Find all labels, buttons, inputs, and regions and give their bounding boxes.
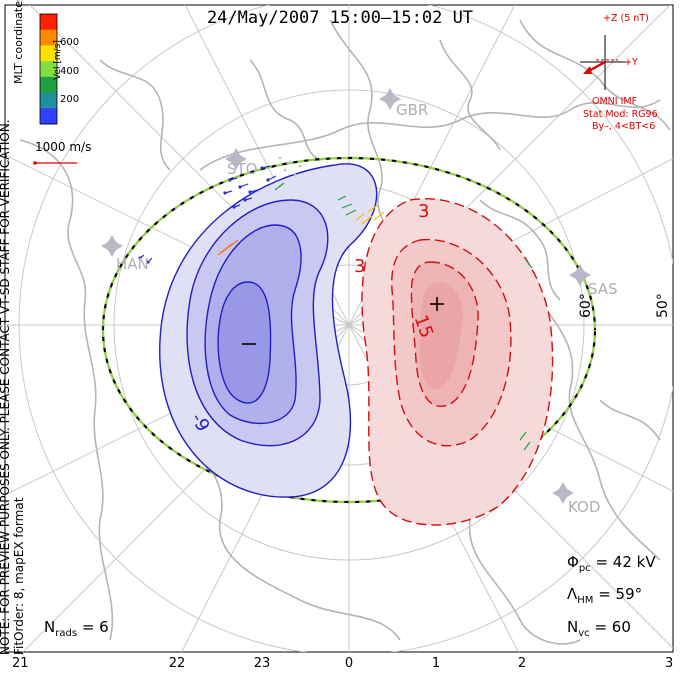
latitude-label-60: 60° bbox=[578, 293, 594, 318]
site-marker-kod bbox=[552, 482, 574, 504]
color-bar-swatch bbox=[40, 45, 57, 62]
imf-z-label: +Z (5 nT) bbox=[603, 13, 649, 24]
potential-max-marker bbox=[430, 297, 444, 311]
radar-site-markers bbox=[101, 88, 591, 504]
latitude-label-50: 50° bbox=[655, 293, 671, 318]
color-bar-border bbox=[39, 13, 58, 125]
site-marker-gbr bbox=[379, 88, 401, 110]
site-marker-han bbox=[101, 235, 123, 257]
imf-y-label: +Y bbox=[624, 57, 638, 68]
color-bar-tick-600: 600 bbox=[60, 37, 80, 48]
velocity-vectors bbox=[138, 156, 533, 451]
color-bar-swatch bbox=[40, 108, 57, 125]
imf-stat-mod: Stat Mod: RG96 bbox=[583, 109, 658, 120]
color-bar-tick-400: 400 bbox=[60, 66, 80, 77]
preview-note: NOTE: FOR PREVIEW PURPOSES ONLY. PLEASE … bbox=[0, 119, 12, 655]
stat-hmb-latitude: ΛHM = 59° bbox=[567, 585, 643, 606]
velocity-color-bar bbox=[39, 13, 58, 125]
fit-order-note: FitOrder: 8, mapEX format bbox=[12, 497, 26, 655]
stat-radar-count: Nrads = 6 bbox=[44, 618, 109, 639]
mlt-tick-0: 0 bbox=[344, 656, 354, 671]
color-bar-tick-200: 200 bbox=[60, 94, 80, 105]
color-bar-swatch bbox=[40, 76, 57, 94]
negative-cell bbox=[159, 163, 378, 498]
site-label-han: HAN bbox=[116, 255, 149, 273]
contour-label-pos-outer: 3 bbox=[418, 201, 430, 222]
mlt-tick-22: 22 bbox=[168, 656, 186, 671]
positive-cell bbox=[361, 198, 554, 526]
vector-scale-label: 1000 m/s bbox=[35, 140, 92, 154]
map-title: 24/May/2007 15:00–15:02 UT bbox=[206, 8, 474, 28]
site-marker-sto bbox=[225, 148, 247, 170]
mlt-tick-3: 3 bbox=[665, 656, 674, 671]
site-marker-sas bbox=[569, 264, 591, 286]
site-label-gbr: GBR bbox=[396, 101, 429, 119]
color-bar-swatch bbox=[40, 14, 57, 31]
site-label-sas: SAS bbox=[588, 280, 618, 298]
mlt-coordinates-note: MLT coordinates bbox=[12, 0, 25, 84]
mlt-tick-21: 21 bbox=[12, 656, 29, 671]
color-bar-swatch bbox=[40, 92, 57, 109]
color-bar-swatch bbox=[40, 29, 57, 46]
imf-dial bbox=[580, 35, 630, 90]
site-label-sto: STO bbox=[227, 160, 258, 178]
imf-source: OMNI IMF bbox=[592, 96, 638, 107]
color-bar-swatch bbox=[40, 61, 57, 78]
hmb-boundary-green bbox=[101, 156, 597, 504]
site-label-kod: KOD bbox=[568, 498, 601, 516]
mlt-tick-1: 1 bbox=[431, 656, 441, 671]
stat-vector-count: Nvc = 60 bbox=[567, 618, 631, 639]
contour-label-pos-inner: 3 bbox=[354, 256, 366, 277]
imf-condition: By–, 4<BT<6 bbox=[592, 121, 656, 132]
vector-scale bbox=[33, 161, 77, 165]
mlt-tick-23: 23 bbox=[253, 656, 271, 671]
stat-cross-polar-potential: Φpc = 42 kV bbox=[567, 553, 656, 574]
mlt-tick-2: 2 bbox=[517, 656, 527, 671]
